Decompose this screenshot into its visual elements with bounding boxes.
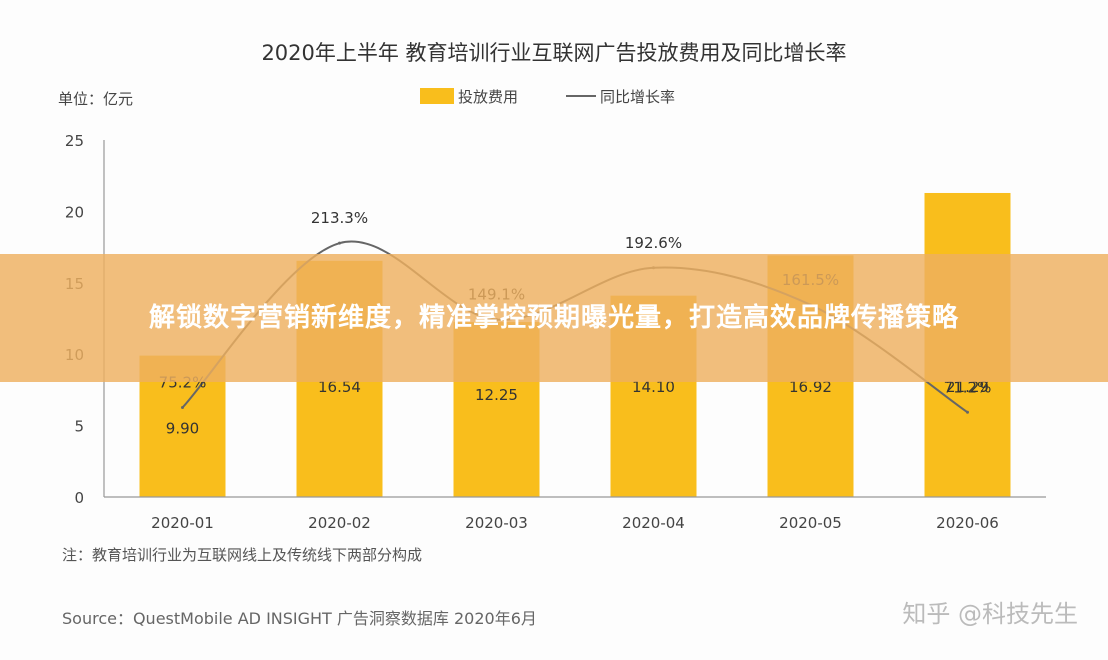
y-tick-label: 0: [74, 489, 84, 507]
x-tick-label: 2020-02: [308, 514, 371, 532]
x-axis: 2020-01 2020-02 2020-03 2020-04 2020-05 2020-…: [104, 496, 1046, 532]
headline-text: 解锁数字营销新维度，精准掌控预期曝光量，打造高效品牌传播策略: [148, 303, 959, 333]
bar-value-label: 14.10: [632, 378, 675, 396]
x-tick-label: 2020-04: [622, 514, 685, 532]
bar-value-label: 16.92: [789, 378, 832, 396]
footnote: 注：教育培训行业为互联网线上及传统线下两部分构成: [62, 546, 422, 564]
legend: 投放费用 同比增长率: [420, 88, 675, 106]
line-value-label: 213.3%: [311, 209, 368, 227]
bar-value-label: 16.54: [318, 378, 361, 396]
source-note: Source：QuestMobile AD INSIGHT 广告洞察数据库 20…: [62, 609, 537, 628]
line-value-label: 71.2%: [944, 378, 992, 396]
legend-line-label: 同比增长率: [600, 88, 675, 106]
headline-banner: 解锁数字营销新维度，精准掌控预期曝光量，打造高效品牌传播策略: [0, 254, 1108, 382]
bar-value-label: 21.29: [946, 378, 989, 396]
legend-bar-label: 投放费用: [458, 88, 518, 106]
y-tick-label: 5: [74, 418, 84, 436]
chart-title: 2020年上半年 教育培训行业互联网广告投放费用及同比增长率: [261, 41, 846, 65]
y-tick-label: 20: [65, 203, 84, 221]
line-point: [966, 410, 969, 414]
watermark: 知乎 @科技先生: [902, 600, 1078, 628]
bar-value-label: 12.25: [475, 386, 518, 404]
y-tick-label: 25: [65, 132, 84, 150]
x-tick-label: 2020-03: [465, 514, 528, 532]
bar-value-label: 9.90: [166, 420, 199, 438]
x-tick-label: 2020-06: [936, 514, 999, 532]
x-tick-label: 2020-05: [779, 514, 842, 532]
line-point: [338, 241, 341, 245]
line-value-label: 192.6%: [625, 234, 682, 252]
line-point: [181, 406, 184, 410]
unit-label: 单位：亿元: [58, 90, 133, 108]
x-tick-label: 2020-01: [151, 514, 214, 532]
legend-bar-swatch: [420, 88, 454, 104]
